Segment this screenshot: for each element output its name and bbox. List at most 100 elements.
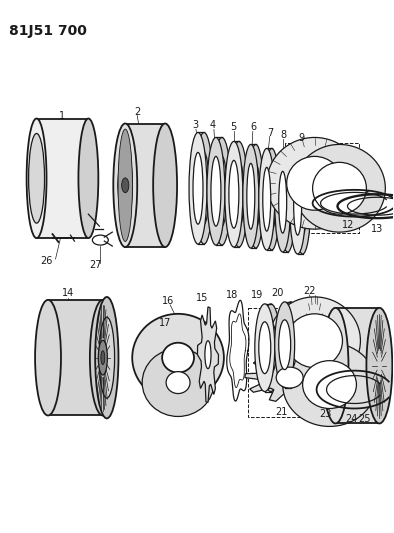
Bar xyxy=(336,308,379,423)
Ellipse shape xyxy=(99,317,115,398)
Ellipse shape xyxy=(101,351,105,365)
Text: 10: 10 xyxy=(294,173,306,183)
Ellipse shape xyxy=(299,175,307,235)
Ellipse shape xyxy=(193,152,203,224)
Ellipse shape xyxy=(234,160,244,228)
Ellipse shape xyxy=(280,152,296,252)
Text: 26: 26 xyxy=(40,256,53,266)
Ellipse shape xyxy=(267,138,362,229)
Text: 1: 1 xyxy=(59,110,65,120)
Ellipse shape xyxy=(323,308,348,423)
Ellipse shape xyxy=(287,314,342,368)
Ellipse shape xyxy=(259,148,275,250)
Ellipse shape xyxy=(132,314,224,401)
Ellipse shape xyxy=(122,178,129,193)
Ellipse shape xyxy=(294,144,385,232)
Ellipse shape xyxy=(225,141,243,247)
Text: 22: 22 xyxy=(303,286,316,296)
Ellipse shape xyxy=(118,151,132,219)
Ellipse shape xyxy=(284,171,292,233)
Text: 16: 16 xyxy=(162,296,174,306)
Ellipse shape xyxy=(142,349,214,416)
Text: 11: 11 xyxy=(338,176,351,187)
Text: 13: 13 xyxy=(371,224,383,234)
Ellipse shape xyxy=(248,144,264,248)
Text: 25: 25 xyxy=(358,415,371,424)
Ellipse shape xyxy=(283,343,376,426)
Text: 17: 17 xyxy=(159,318,171,328)
Ellipse shape xyxy=(290,156,306,254)
Ellipse shape xyxy=(312,163,366,214)
Ellipse shape xyxy=(276,367,303,388)
Text: 3: 3 xyxy=(192,120,198,131)
Text: 24: 24 xyxy=(345,415,358,424)
Ellipse shape xyxy=(279,171,287,233)
Text: 18: 18 xyxy=(226,290,238,300)
Ellipse shape xyxy=(199,152,209,224)
Ellipse shape xyxy=(78,118,98,238)
Ellipse shape xyxy=(265,322,277,374)
Ellipse shape xyxy=(261,304,281,392)
Ellipse shape xyxy=(118,140,132,230)
Ellipse shape xyxy=(268,167,276,231)
Ellipse shape xyxy=(189,133,207,244)
Ellipse shape xyxy=(153,124,177,247)
Text: 9: 9 xyxy=(299,133,305,143)
Bar xyxy=(125,124,165,247)
Text: 15: 15 xyxy=(196,293,208,303)
Ellipse shape xyxy=(287,156,342,210)
Ellipse shape xyxy=(213,138,231,245)
Ellipse shape xyxy=(294,175,302,235)
Text: 21: 21 xyxy=(275,408,288,417)
Polygon shape xyxy=(197,307,219,402)
Ellipse shape xyxy=(275,152,291,252)
Ellipse shape xyxy=(90,300,116,415)
Ellipse shape xyxy=(252,164,260,229)
Ellipse shape xyxy=(263,167,271,231)
Text: 7: 7 xyxy=(268,128,274,139)
Text: 81J51 700: 81J51 700 xyxy=(9,24,87,38)
Ellipse shape xyxy=(27,118,46,238)
Ellipse shape xyxy=(195,133,213,244)
Text: 12: 12 xyxy=(342,220,355,230)
Ellipse shape xyxy=(118,163,132,208)
Ellipse shape xyxy=(162,343,194,373)
Text: 27: 27 xyxy=(89,260,102,270)
Text: 23: 23 xyxy=(320,409,332,419)
Ellipse shape xyxy=(285,320,297,369)
Ellipse shape xyxy=(95,297,119,418)
Ellipse shape xyxy=(243,144,259,248)
Ellipse shape xyxy=(295,156,310,254)
Ellipse shape xyxy=(35,300,61,415)
Ellipse shape xyxy=(205,341,211,369)
Ellipse shape xyxy=(211,156,221,226)
Ellipse shape xyxy=(113,124,137,247)
Text: 8: 8 xyxy=(281,131,287,141)
Bar xyxy=(37,118,88,238)
Bar xyxy=(48,300,103,415)
Text: 5: 5 xyxy=(230,123,236,133)
Ellipse shape xyxy=(217,156,227,226)
Text: 20: 20 xyxy=(271,288,284,298)
Ellipse shape xyxy=(229,160,239,228)
Text: 4: 4 xyxy=(210,120,216,131)
Text: 14: 14 xyxy=(62,288,74,298)
Ellipse shape xyxy=(166,372,190,393)
Ellipse shape xyxy=(247,164,255,229)
Ellipse shape xyxy=(255,304,275,392)
Ellipse shape xyxy=(269,297,361,385)
Ellipse shape xyxy=(275,302,295,387)
Text: 19: 19 xyxy=(251,290,263,300)
Ellipse shape xyxy=(279,320,291,369)
Text: 2: 2 xyxy=(134,107,140,117)
Ellipse shape xyxy=(366,308,392,423)
Ellipse shape xyxy=(259,322,271,374)
Ellipse shape xyxy=(230,141,248,247)
Ellipse shape xyxy=(207,138,225,245)
Ellipse shape xyxy=(118,174,132,197)
Polygon shape xyxy=(245,353,335,402)
Ellipse shape xyxy=(98,341,108,375)
Text: 6: 6 xyxy=(251,123,257,133)
Ellipse shape xyxy=(118,129,132,241)
Ellipse shape xyxy=(303,361,357,408)
